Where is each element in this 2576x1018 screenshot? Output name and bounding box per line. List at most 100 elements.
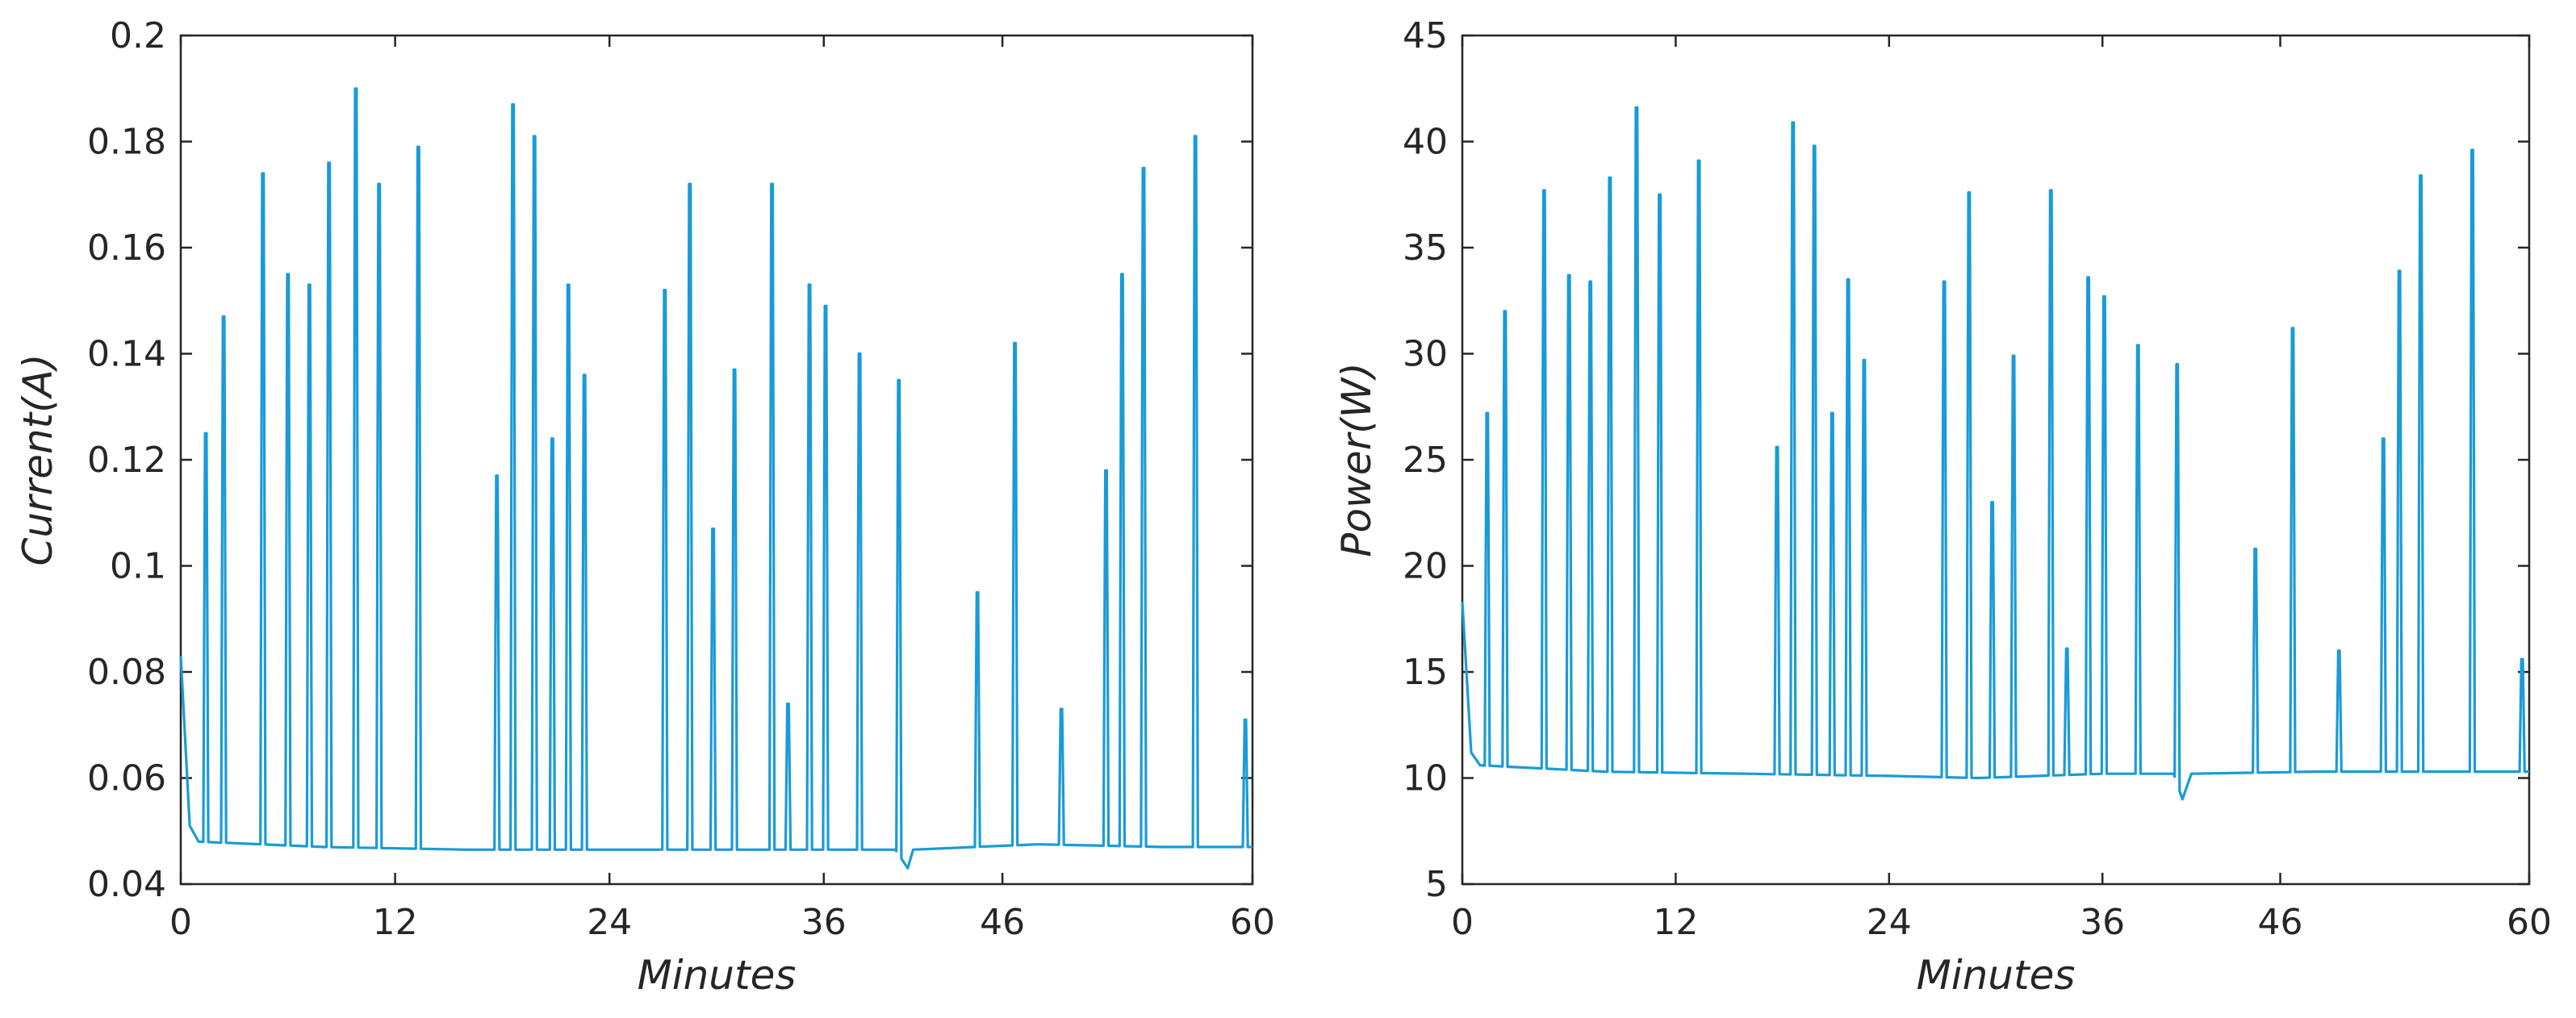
current-spike-point [582, 373, 587, 378]
current-spike-point [1059, 707, 1064, 711]
power-spike-point [1990, 500, 1995, 505]
power-spike-point [1862, 357, 1867, 362]
current-spike-point [1013, 340, 1018, 345]
current-x-axis-label: Minutes [638, 952, 797, 999]
current-spike-point [1119, 272, 1124, 277]
current-ytick-label: 0.08 [87, 652, 166, 693]
current-chart: 0 12 24 36 46 60 0.04 0.06 0.08 0.1 0.12 0.14 0.16 0.… [15, 15, 1275, 999]
power-spike-point [2011, 353, 2016, 358]
current-xtick-label: 60 [1230, 902, 1275, 943]
power-spike-point [1566, 273, 1571, 277]
power-ytick-label: 40 [1403, 122, 1448, 163]
power-spike-point [1608, 175, 1612, 180]
power-spike-point [2290, 326, 2295, 331]
power-spike-point [1846, 277, 1850, 282]
current-spike-point [786, 701, 791, 706]
current-spike-point [203, 431, 208, 436]
power-spike-point [1812, 144, 1817, 148]
power-spike-point [2048, 188, 2053, 193]
current-ytick-label: 0.18 [87, 122, 166, 163]
power-spike-point [2175, 362, 2180, 367]
power-spike-point [2253, 546, 2258, 551]
current-series-line [179, 87, 1252, 870]
power-spike-point [2086, 275, 2091, 280]
power-ytick-label: 35 [1403, 227, 1448, 269]
current-spike-point [261, 171, 266, 176]
current-xtick-label: 46 [980, 902, 1025, 943]
power-ytick-label: 45 [1403, 15, 1448, 56]
power-spike-point [2381, 436, 2386, 441]
current-spike-point [511, 102, 516, 106]
power-spike-point [1541, 188, 1546, 193]
current-spike-point [416, 144, 420, 149]
current-xtick-label: 36 [801, 902, 847, 943]
current-spike-point [307, 282, 312, 287]
current-spike-point [532, 134, 537, 139]
current-spike-point [550, 436, 554, 441]
current-spike-point [663, 288, 667, 293]
current-spike-point [566, 282, 571, 287]
power-spike-point [1791, 120, 1796, 125]
current-spike-point [221, 314, 226, 319]
power-ytick-label: 25 [1403, 440, 1448, 481]
current-spike-point [1141, 165, 1146, 170]
power-spike-point [2336, 649, 2341, 653]
current-spike-point [1243, 717, 1248, 722]
current-xtick-label: 12 [373, 902, 418, 943]
current-ytick-label: 0.04 [87, 864, 166, 905]
power-spike-point [1830, 411, 1834, 415]
power-spike-point [1503, 309, 1508, 314]
current-xtick-label: 0 [169, 902, 192, 943]
power-xtick-label: 60 [2507, 902, 2552, 943]
power-spike-point [2397, 269, 2402, 273]
current-spike-point [327, 161, 332, 165]
current-spike-point [377, 181, 382, 186]
power-spike-point [1967, 190, 1972, 195]
current-y-axis-label: Current(A) [15, 354, 61, 566]
power-series-line [1461, 106, 2529, 801]
current-spike-point [807, 282, 812, 287]
power-ytick-label: 20 [1403, 546, 1448, 587]
current-spike-point [495, 474, 500, 478]
current-xtick-label: 24 [587, 902, 632, 943]
current-spike-point [823, 303, 828, 308]
current-spike-point [688, 181, 692, 186]
power-spike-point [2520, 657, 2524, 661]
power-spike-point [2135, 343, 2140, 348]
current-ytick-label: 0.14 [87, 334, 166, 375]
power-xtick-label: 24 [1867, 902, 1912, 943]
power-xtick-label: 12 [1653, 902, 1698, 943]
current-plot-frame [179, 34, 1254, 886]
current-spike-point [975, 590, 980, 595]
power-ytick-label: 30 [1403, 334, 1448, 375]
power-spike-point [1696, 158, 1701, 163]
power-spike-point [2064, 646, 2069, 651]
power-xtick-label: 0 [1451, 902, 1474, 943]
power-ytick-label: 15 [1403, 652, 1448, 693]
current-ytick-label: 0.1 [110, 546, 166, 587]
current-ytick-label: 0.06 [87, 758, 166, 799]
power-chart: 0 12 24 36 46 60 5 10 15 20 25 30 35 40 45 Minutes Power… [1333, 15, 2552, 999]
power-xtick-label: 46 [2258, 902, 2303, 943]
power-spike-point [1485, 411, 1490, 415]
current-spike-point [770, 181, 775, 186]
power-spike-point [2101, 294, 2106, 298]
power-spike-point [1658, 192, 1662, 197]
power-ytick-label: 10 [1403, 758, 1448, 799]
power-x-axis-label: Minutes [1917, 952, 2076, 999]
current-ytick-label: 0.16 [87, 227, 166, 269]
power-spike-point [2419, 173, 2423, 178]
current-ytick-label: 0.2 [110, 15, 166, 56]
current-spike-point [732, 367, 737, 372]
current-spike-point [711, 526, 716, 531]
power-ytick-label: 5 [1425, 864, 1448, 905]
power-spike-point [1588, 279, 1593, 284]
current-spike-point [857, 352, 862, 357]
current-spike-point [897, 378, 901, 382]
power-xtick-label: 36 [2080, 902, 2125, 943]
power-y-axis-label: Power(W) [1333, 362, 1380, 557]
current-spike-point [1193, 134, 1198, 139]
power-spike-point [1942, 279, 1947, 284]
power-spike-point [2469, 148, 2474, 152]
